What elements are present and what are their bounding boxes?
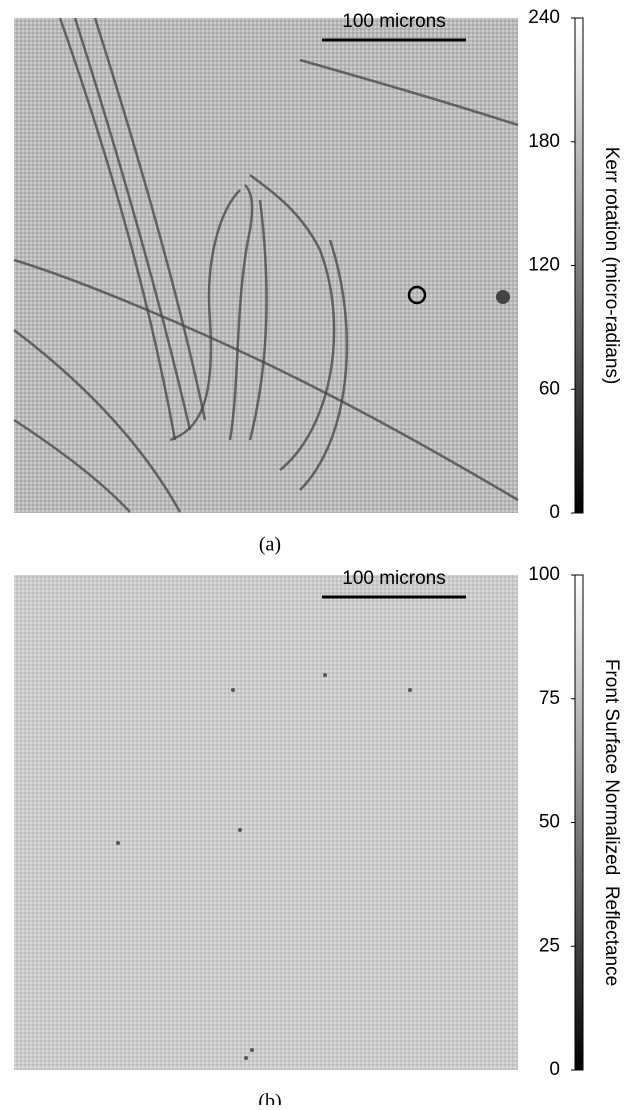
- colorbar-tick-label: 0: [549, 1059, 560, 1080]
- image-panel: [14, 575, 518, 1070]
- domain-wall: [93, 17, 207, 421]
- defect-spot: [238, 828, 242, 832]
- domain-wall: [73, 17, 192, 431]
- marker-circle: [407, 285, 427, 305]
- domain-wall: [13, 418, 131, 513]
- defect-spot: [244, 1056, 248, 1060]
- colorbar-tick-label: 100: [528, 564, 560, 585]
- domain-wall: [58, 17, 177, 441]
- colorbar-tick-label: 75: [539, 688, 560, 709]
- colorbar-tick-label: 60: [539, 378, 560, 399]
- colorbar-label: Kerr rotation (micro-radians): [601, 147, 622, 385]
- domain-wall: [248, 199, 268, 441]
- scale-bar-label: 100 microns: [342, 568, 446, 589]
- domain-wall: [299, 239, 349, 491]
- colorbar: [574, 17, 584, 514]
- defect-spot: [231, 688, 235, 692]
- panel-label: (b): [258, 1091, 281, 1105]
- colorbar-tick-label: 180: [528, 131, 560, 152]
- defect-spot: [408, 688, 412, 692]
- colorbar-tick-label: 240: [528, 7, 560, 28]
- defect-spot: [250, 1048, 254, 1052]
- dark-spot: [496, 290, 510, 304]
- colorbar-tick-label: 0: [549, 502, 560, 523]
- panel-label: (a): [259, 534, 281, 556]
- domain-wall: [169, 189, 241, 442]
- domain-wall: [299, 58, 519, 127]
- domain-wall: [249, 173, 336, 471]
- colorbar-tick-label: 120: [528, 255, 560, 276]
- domain-wall: [13, 329, 182, 513]
- domain-wall: [228, 184, 254, 441]
- scale-bar-label: 100 microns: [342, 11, 446, 32]
- colorbar-tick-label: 25: [539, 935, 560, 956]
- colorbar-label: Front Surface Normalized Reflectance: [601, 659, 622, 986]
- colorbar: [574, 574, 584, 1071]
- defect-spot: [323, 673, 327, 677]
- colorbar-tick-label: 50: [539, 812, 560, 833]
- domain-wall: [13, 258, 519, 502]
- defect-spot: [116, 841, 120, 845]
